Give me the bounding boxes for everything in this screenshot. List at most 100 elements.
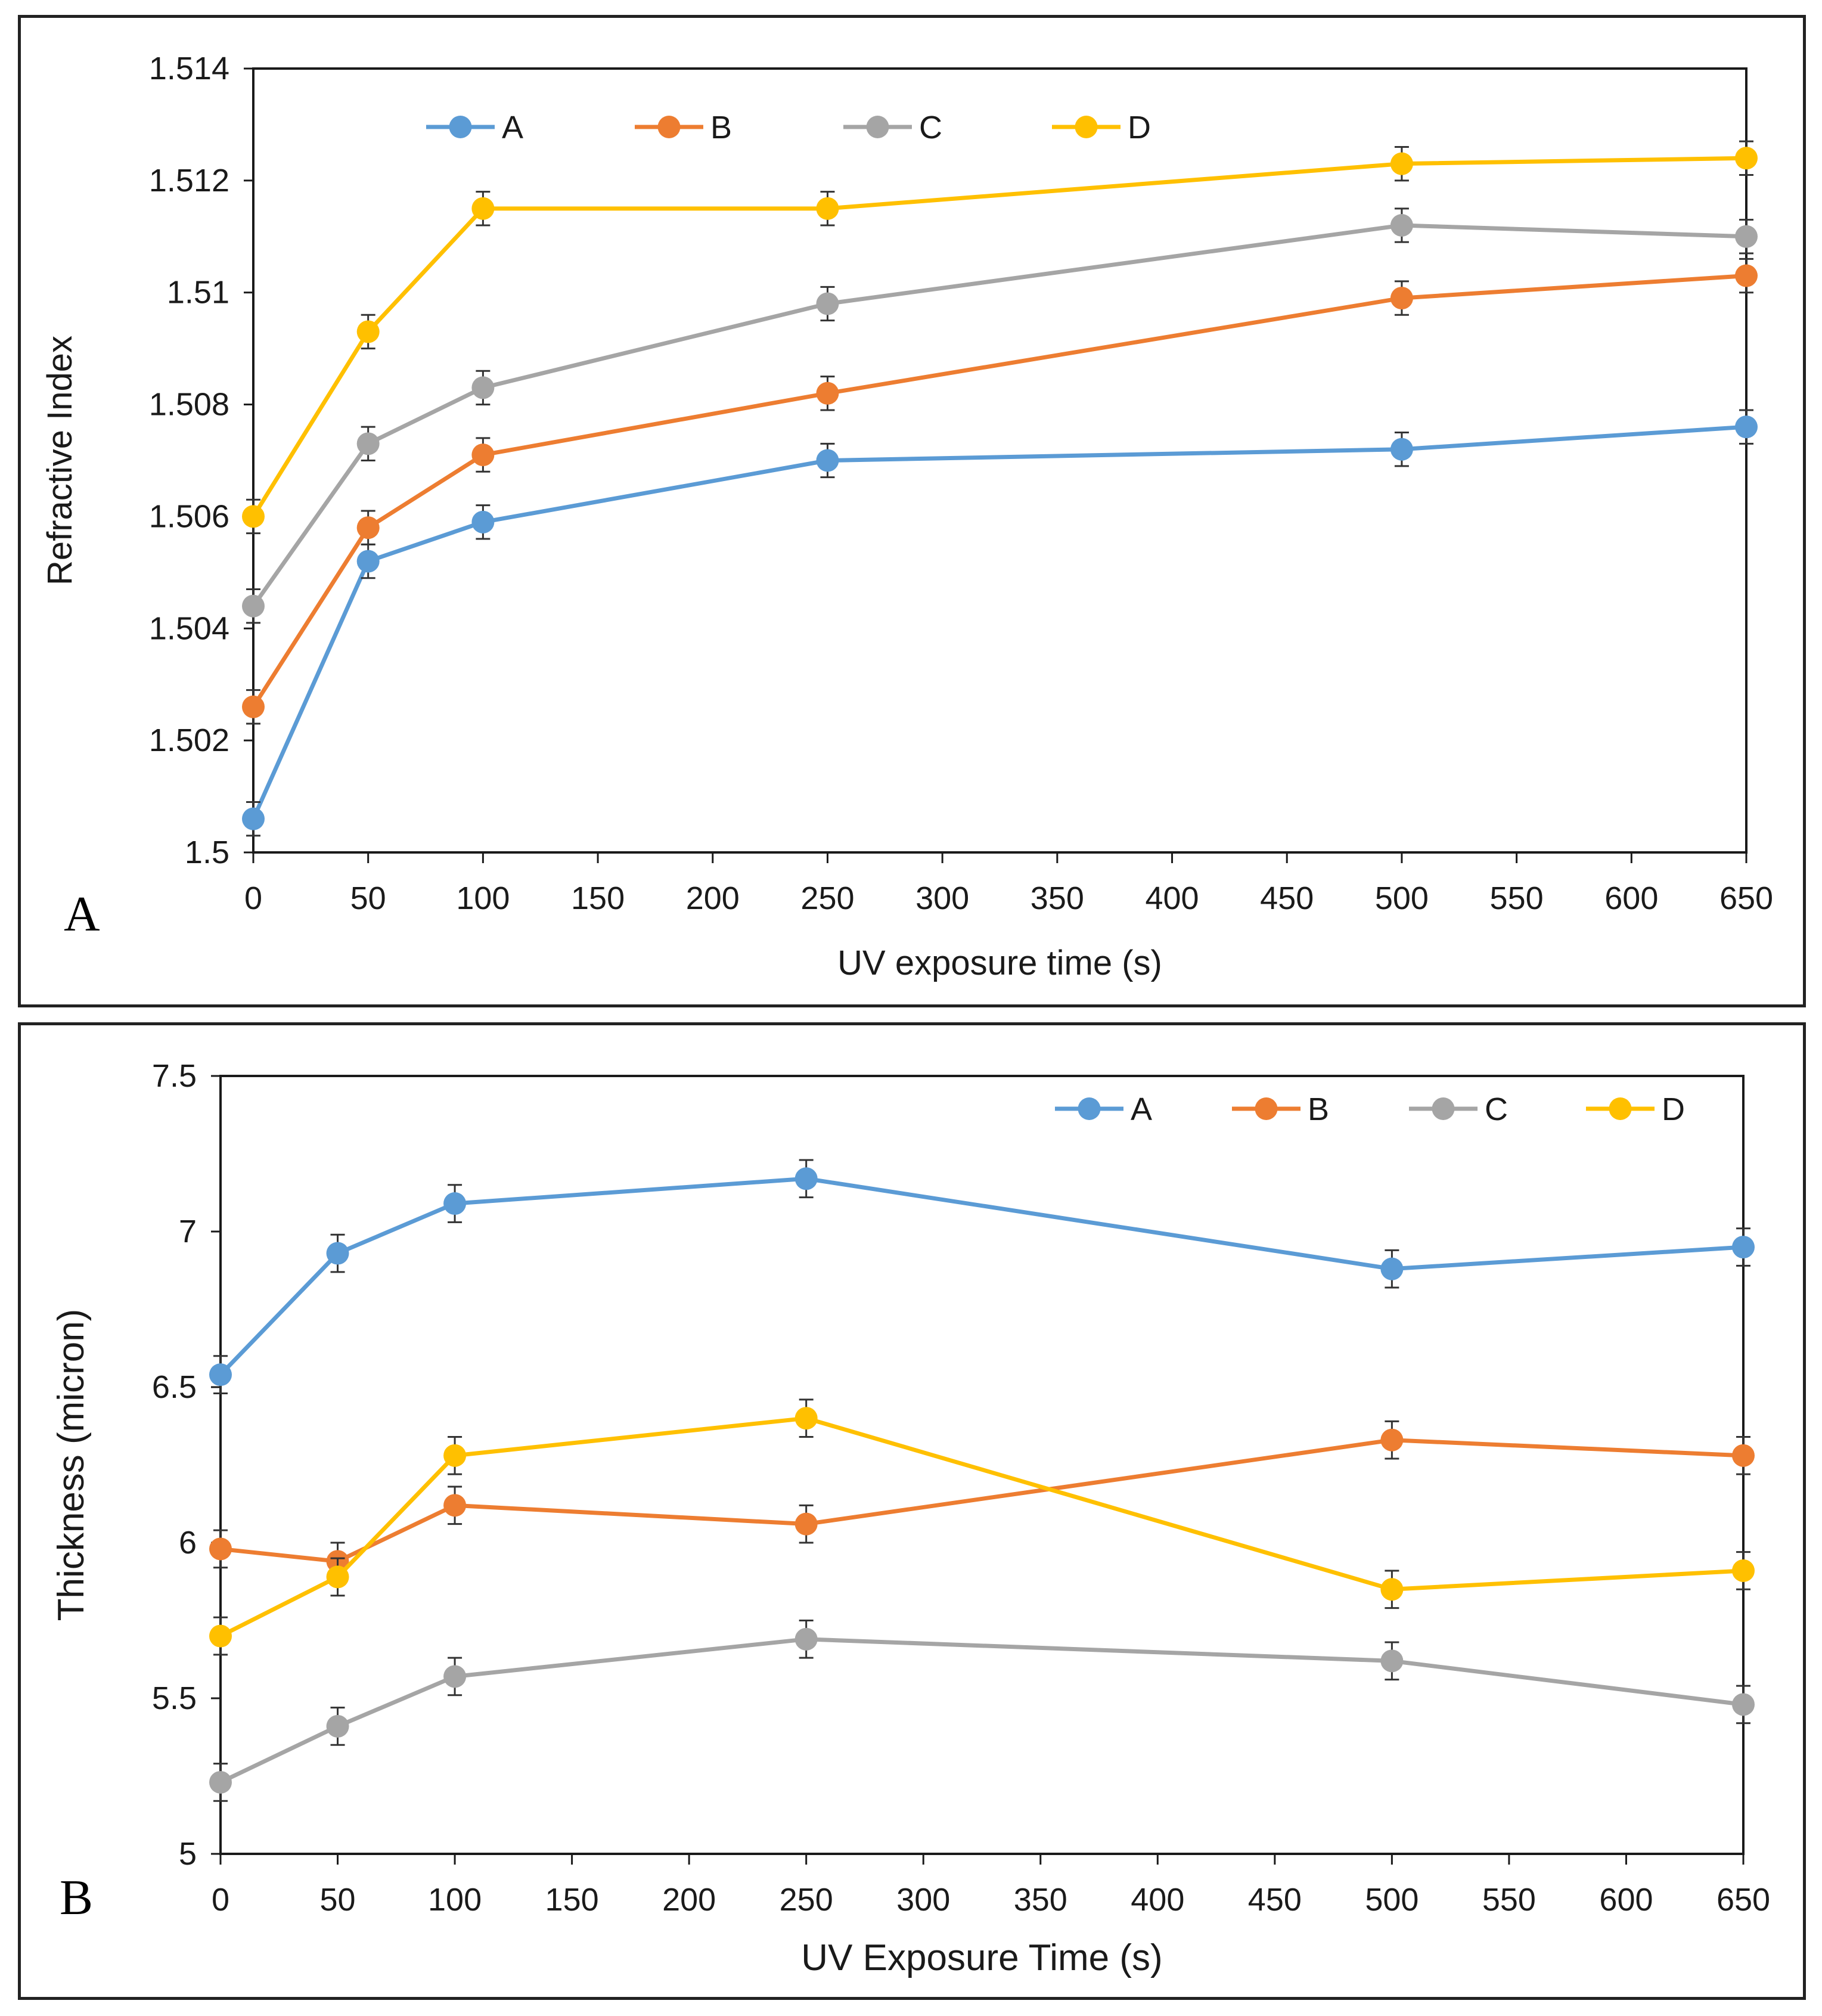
series-a-point bbox=[443, 1192, 467, 1215]
series-d-point bbox=[794, 1407, 818, 1430]
y-axis-label: Thickness (micron) bbox=[51, 1309, 92, 1621]
y-tick-label: 6.5 bbox=[152, 1369, 197, 1405]
series-b-line bbox=[252, 274, 1747, 708]
x-tick-label: 300 bbox=[896, 1882, 950, 1918]
series-d-point bbox=[443, 1444, 467, 1467]
x-tick-label: 450 bbox=[1248, 1882, 1302, 1918]
x-tick-label: 400 bbox=[1131, 1882, 1184, 1918]
y-tick-label: 7.5 bbox=[152, 1058, 197, 1094]
x-tick-label: 600 bbox=[1604, 880, 1658, 916]
y-tick-label: 1.502 bbox=[149, 722, 229, 758]
series-d-point bbox=[356, 320, 380, 343]
legend-item-c: C bbox=[1409, 1091, 1508, 1127]
series-c bbox=[209, 1620, 1755, 1802]
legend-marker bbox=[1078, 1097, 1101, 1120]
series-b-point bbox=[471, 443, 495, 467]
y-tick-label: 1.514 bbox=[149, 51, 229, 86]
series-a-line bbox=[219, 1176, 1744, 1376]
x-tick-label: 200 bbox=[686, 880, 740, 916]
series-a-point bbox=[326, 1242, 349, 1265]
series-b-point bbox=[1735, 264, 1758, 287]
legend-item-c: C bbox=[843, 110, 942, 145]
series-b-point bbox=[443, 1494, 467, 1517]
x-tick-label: 0 bbox=[244, 880, 262, 916]
legend-label: B bbox=[1308, 1091, 1329, 1127]
series-b-point bbox=[1380, 1428, 1404, 1451]
panel-b: 0 50 100 150 200 250 300 350 400 450 500 550 600 650 5… bbox=[18, 1022, 1806, 2000]
legend-label: A bbox=[502, 110, 523, 145]
series-a-point bbox=[816, 449, 839, 472]
legend-label: D bbox=[1662, 1091, 1685, 1127]
legend-marker bbox=[657, 116, 681, 138]
series-c-point bbox=[1735, 225, 1758, 248]
y-tick-label: 1.51 bbox=[167, 275, 229, 311]
x-tick-label: 100 bbox=[428, 1882, 482, 1918]
x-tick-label: 100 bbox=[456, 880, 510, 916]
series-c-point bbox=[1380, 1649, 1404, 1673]
y-tick-label: 1.504 bbox=[149, 610, 229, 646]
x-tick-label: 500 bbox=[1365, 1882, 1419, 1918]
legend-label: C bbox=[919, 110, 942, 145]
legend-label: B bbox=[710, 110, 732, 145]
x-tick-label: 50 bbox=[350, 880, 386, 916]
series-a-line bbox=[251, 424, 1747, 820]
series-d bbox=[242, 140, 1758, 535]
x-tick-label: 650 bbox=[1717, 1882, 1770, 1918]
series-c-line bbox=[252, 223, 1747, 607]
series-c-point bbox=[794, 1627, 818, 1651]
series-b-point bbox=[1732, 1444, 1755, 1467]
panel-label: B bbox=[60, 1870, 94, 1925]
series-c-point bbox=[1390, 214, 1413, 237]
panel-a: 0 50 100 150 200 250 300 350 400 450 500 550 600 650 1… bbox=[18, 15, 1806, 1007]
legend: A B C D bbox=[1055, 1091, 1685, 1127]
series-a-point bbox=[1380, 1257, 1404, 1280]
legend-item-a: A bbox=[1055, 1091, 1152, 1127]
x-tick-label: 550 bbox=[1482, 1882, 1536, 1918]
x-tick-label: 650 bbox=[1719, 880, 1773, 916]
legend-item-b: B bbox=[1232, 1091, 1329, 1127]
series-c-point bbox=[356, 432, 380, 455]
x-tick-label: 400 bbox=[1145, 880, 1199, 916]
series-a-point bbox=[1732, 1236, 1755, 1259]
y-tick-label: 6 bbox=[179, 1525, 197, 1561]
legend-label: D bbox=[1128, 110, 1151, 145]
y-tick-label: 1.512 bbox=[149, 163, 229, 199]
plot-area bbox=[252, 67, 1747, 854]
series-b-line bbox=[220, 1438, 1744, 1564]
series-b-point bbox=[1390, 287, 1413, 310]
x-tick-label: 250 bbox=[800, 880, 854, 916]
series-d-point bbox=[471, 197, 495, 220]
legend-marker bbox=[1255, 1097, 1278, 1120]
series-c-point bbox=[816, 292, 839, 315]
legend-marker bbox=[866, 116, 889, 138]
series-a bbox=[209, 1159, 1755, 1394]
legend-marker bbox=[449, 116, 472, 138]
y-tick-label: 5 bbox=[179, 1836, 197, 1872]
series-a-point bbox=[794, 1167, 818, 1190]
legend-item-d: D bbox=[1052, 110, 1151, 145]
legend-marker bbox=[1609, 1097, 1632, 1120]
y-tick-label: 1.508 bbox=[149, 387, 229, 423]
series-d-point bbox=[242, 505, 265, 528]
series-b-point bbox=[356, 516, 380, 539]
refractive-index-chart: 0 50 100 150 200 250 300 350 400 450 500 550 600 650 1… bbox=[41, 51, 1773, 982]
x-tick-label: 150 bbox=[545, 1882, 599, 1918]
series-d-point bbox=[326, 1565, 349, 1589]
panel-label: A bbox=[64, 886, 100, 942]
y-tick-label: 1.506 bbox=[149, 498, 229, 534]
x-tick-label: 250 bbox=[780, 1882, 833, 1918]
series-c-point bbox=[443, 1665, 467, 1688]
series-b-point bbox=[209, 1537, 232, 1561]
x-tick-label: 450 bbox=[1260, 880, 1314, 916]
x-tick-label: 350 bbox=[1030, 880, 1084, 916]
series-d-point bbox=[816, 197, 839, 220]
x-axis-label: UV Exposure Time (s) bbox=[801, 1937, 1162, 1978]
series-c-point bbox=[471, 376, 495, 399]
series-c bbox=[242, 207, 1758, 624]
series-b-point bbox=[794, 1512, 818, 1536]
series-a bbox=[242, 409, 1758, 837]
series-d-line bbox=[252, 156, 1747, 518]
series-b-point bbox=[816, 382, 839, 405]
legend-item-d: D bbox=[1586, 1091, 1685, 1127]
legend-item-a: A bbox=[426, 110, 523, 145]
